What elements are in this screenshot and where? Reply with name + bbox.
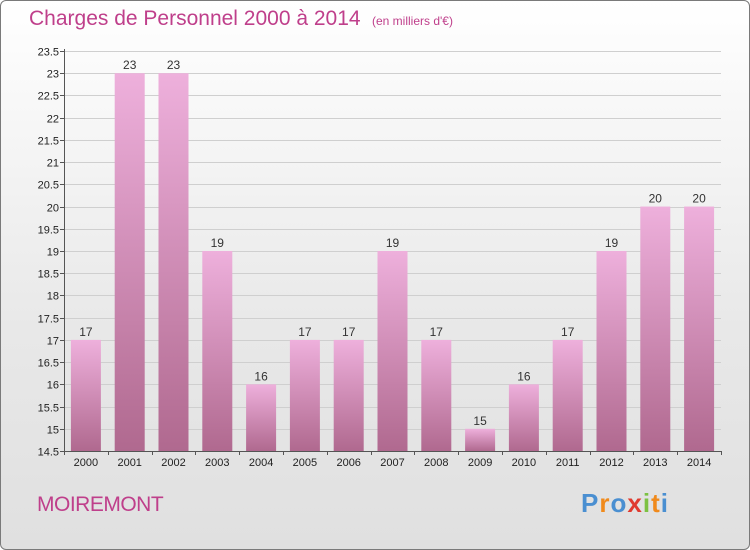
x-tick-label: 2006 <box>336 457 360 469</box>
y-tick-label: 22 <box>47 114 59 126</box>
y-tick-label: 19 <box>47 247 59 259</box>
y-tick-label: 21.5 <box>38 136 59 148</box>
x-tick-label: 2007 <box>380 457 404 469</box>
chart-title: Charges de Personnel 2000 à 2014 <box>29 7 361 30</box>
bar <box>70 339 101 451</box>
bar-value-label: 17 <box>79 325 93 339</box>
y-tick-label: 22.5 <box>38 91 59 103</box>
y-tick-label: 20.5 <box>38 180 59 192</box>
bar-value-label: 17 <box>561 325 575 339</box>
bar <box>684 206 715 451</box>
bar-value-label: 19 <box>605 236 619 250</box>
y-tick-label: 18.5 <box>38 269 59 281</box>
bar <box>246 384 277 451</box>
logo-letter: i <box>642 488 652 518</box>
y-tick-label: 15 <box>47 425 59 437</box>
x-tick-label: 2004 <box>249 457 273 469</box>
y-tick-label: 23.5 <box>38 47 59 59</box>
bar-value-label: 23 <box>123 58 137 72</box>
y-tick-label: 23 <box>47 69 59 81</box>
logo-letter: P <box>581 488 600 518</box>
y-tick-label: 17.5 <box>38 314 59 326</box>
bar-value-label: 16 <box>517 369 531 383</box>
chart-subtitle: (en milliers d'€) <box>372 14 453 28</box>
bar <box>421 339 452 451</box>
x-tick-label: 2000 <box>74 457 98 469</box>
bar-value-label: 20 <box>692 192 706 206</box>
bar <box>508 384 539 451</box>
y-tick-label: 15.5 <box>38 403 59 415</box>
bar-value-label: 15 <box>473 414 487 428</box>
y-tick-label: 19.5 <box>38 225 59 237</box>
y-tick-label: 17 <box>47 336 59 348</box>
x-tick-label: 2003 <box>205 457 229 469</box>
x-tick-label: 2013 <box>643 457 667 469</box>
bar-value-label: 17 <box>342 325 356 339</box>
x-tick-label: 2011 <box>556 457 580 469</box>
bar <box>640 206 671 451</box>
bars <box>70 73 715 451</box>
logo-letter: t <box>651 488 661 518</box>
y-tick-label: 18 <box>47 291 59 303</box>
bar <box>114 73 145 451</box>
x-tick-label: 2012 <box>599 457 623 469</box>
x-tick-label: 2005 <box>293 457 317 469</box>
bar <box>596 251 627 451</box>
logo-letter: o <box>610 488 628 518</box>
bar-value-label: 17 <box>298 325 312 339</box>
bar <box>202 251 233 451</box>
x-tick-label: 2002 <box>161 457 185 469</box>
bar-value-label: 20 <box>649 192 663 206</box>
y-tick-label: 20 <box>47 203 59 215</box>
bar-value-label: 19 <box>211 236 225 250</box>
proxiti-logo[interactable]: Proxiti <box>581 488 669 519</box>
y-tick-label: 16 <box>47 380 59 392</box>
value-labels: 17 23 23 19 16 17 17 19 17 15 16 17 19 20 20 <box>79 58 706 428</box>
bar <box>377 251 408 451</box>
logo-letter: i <box>660 488 669 518</box>
bar <box>333 339 364 451</box>
x-tick-label: 2010 <box>512 457 536 469</box>
y-tick-label: 16.5 <box>38 358 59 370</box>
bar <box>552 339 583 451</box>
axes: 14.5 15 15.5 16 16.5 17 17.5 18 18.5 19 19.5 20 20.5… <box>38 47 722 469</box>
x-tick-label: 2008 <box>424 457 448 469</box>
bar <box>289 339 320 451</box>
x-tick-label: 2001 <box>117 457 141 469</box>
y-tick-label: 14.5 <box>38 447 59 459</box>
bar-value-label: 19 <box>386 236 400 250</box>
bar-value-label: 16 <box>254 369 268 383</box>
x-tick-label: 2014 <box>687 457 711 469</box>
y-tick-label: 21 <box>47 158 59 170</box>
bar <box>158 73 189 451</box>
bar-value-label: 17 <box>430 325 444 339</box>
bar <box>465 428 496 451</box>
x-tick-label: 2009 <box>468 457 492 469</box>
commune-name: MOIREMONT <box>37 493 164 516</box>
logo-letter: r <box>599 488 611 518</box>
logo-letter: x <box>627 488 643 518</box>
bar-value-label: 23 <box>167 58 181 72</box>
